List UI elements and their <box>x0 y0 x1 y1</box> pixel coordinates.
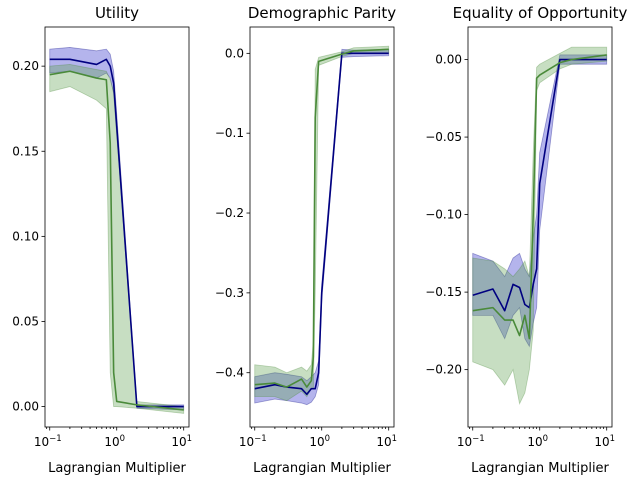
series-2-band <box>49 64 185 414</box>
chart-title: Demographic Parity <box>248 4 396 22</box>
series-2-line <box>49 70 184 411</box>
y-tick-label: 0.0 <box>225 46 244 60</box>
plot-area <box>472 46 608 405</box>
panel-3: 10−1 100 101 −0.20 −0.15 −0.10 −0.05 0.00 Equali… <box>425 4 627 476</box>
y-tick-label: 0.05 <box>12 314 39 328</box>
series-1-line <box>472 58 607 312</box>
chart-title: Utility <box>95 4 139 22</box>
y-tick-label: −0.10 <box>425 208 462 222</box>
y-tick-label: −0.2 <box>215 206 244 220</box>
series-2-line <box>472 54 607 340</box>
y-tick-label: −0.20 <box>425 363 462 377</box>
panel-1: 10−1 100 101 0.00 0.05 0.10 0.15 0.20 Utility Lag… <box>12 4 192 476</box>
plot-area <box>49 47 185 414</box>
y-tick-label: 0.20 <box>12 59 39 73</box>
series-2-band <box>472 46 608 405</box>
y-tick-label: −0.4 <box>215 366 244 380</box>
y-tick-label: 0.00 <box>435 53 462 67</box>
plot-area <box>254 45 390 406</box>
x-tick-label: 100 <box>527 434 548 449</box>
y-tick-label: 0.10 <box>12 229 39 243</box>
x-axis-label: Lagrangian Multiplier <box>253 461 391 476</box>
x-axis-label: Lagrangian Multiplier <box>471 461 609 476</box>
x-tick-label: 101 <box>594 434 615 449</box>
x-tick-label: 100 <box>104 434 125 449</box>
series-1-line <box>254 52 389 396</box>
panel-2: 10−1 100 101 −0.4 −0.3 −0.2 −0.1 0.0 Demographic… <box>215 4 397 476</box>
y-tick-label: −0.1 <box>215 126 244 140</box>
series-1-line <box>49 58 184 408</box>
y-tick-label: 0.00 <box>12 400 39 414</box>
x-tick-label: 101 <box>171 434 192 449</box>
y-tick-label: −0.3 <box>215 286 244 300</box>
y-tick-label: −0.15 <box>425 285 462 299</box>
x-tick-label: 101 <box>376 434 397 449</box>
y-tick-label: 0.15 <box>12 144 39 158</box>
chart-title: Equality of Opportunity <box>453 4 628 22</box>
x-tick-label: 10−1 <box>34 434 62 449</box>
x-tick-label: 100 <box>309 434 330 449</box>
series-2-line <box>254 48 389 388</box>
y-tick-label: −0.05 <box>425 130 462 144</box>
series-1-band <box>254 48 390 406</box>
series-2-band <box>254 45 390 402</box>
x-tick-label: 10−1 <box>457 434 485 449</box>
x-axis-label: Lagrangian Multiplier <box>48 461 186 476</box>
x-tick-label: 10−1 <box>239 434 267 449</box>
